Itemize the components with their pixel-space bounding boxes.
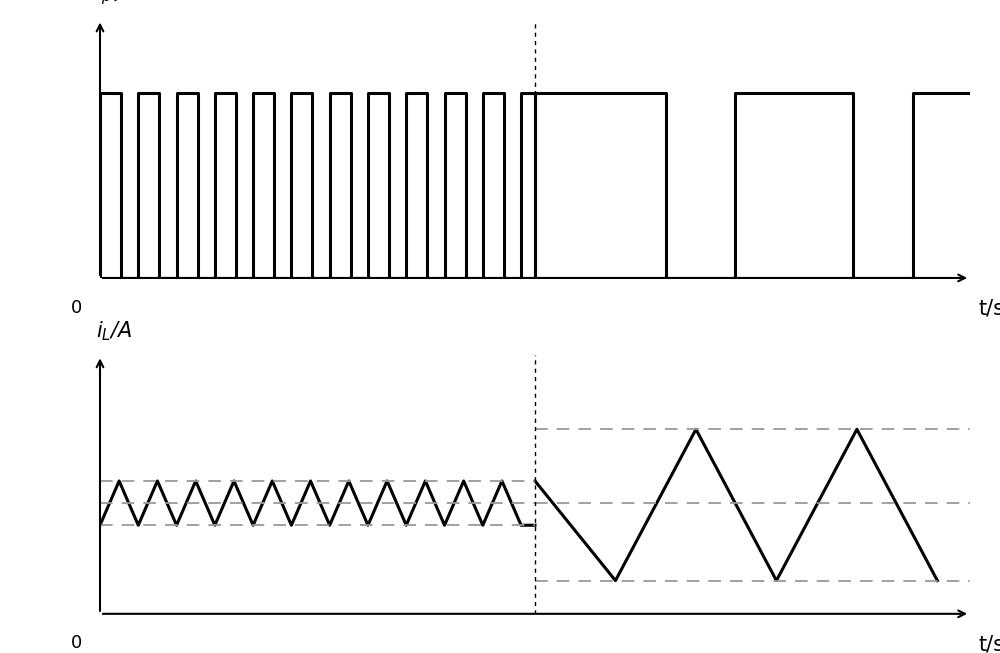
Text: $i_{L}$/A: $i_{L}$/A bbox=[96, 319, 132, 343]
Text: $i_{pv}$/A: $i_{pv}$/A bbox=[96, 0, 142, 7]
Text: t/s: t/s bbox=[979, 298, 1000, 319]
Text: t/s: t/s bbox=[979, 635, 1000, 653]
Text: 0: 0 bbox=[71, 635, 83, 652]
Text: 0: 0 bbox=[71, 298, 83, 317]
